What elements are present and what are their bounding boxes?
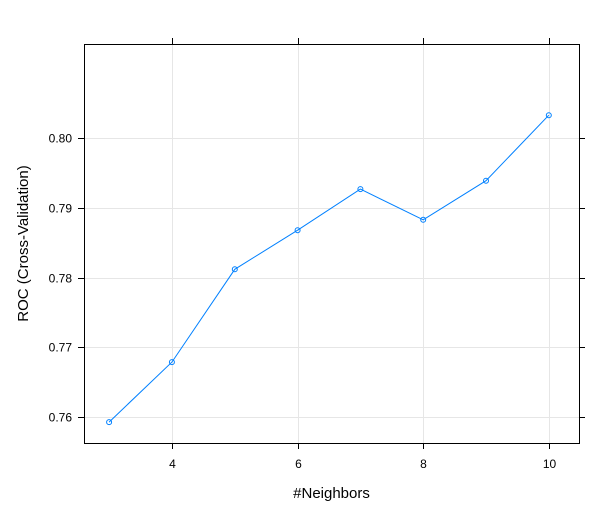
x-tick-label: 4 [169, 457, 176, 471]
y-tick-label: 0.76 [49, 411, 73, 425]
x-tick-label: 10 [543, 457, 557, 471]
data-point [106, 419, 113, 426]
y-tick-label: 0.77 [49, 341, 73, 355]
x-axis-label: #Neighbors [293, 485, 370, 502]
plot-frame [84, 44, 580, 444]
data-point [483, 177, 489, 184]
data-point [231, 266, 238, 273]
data-series [106, 112, 552, 426]
y-tick-label: 0.79 [49, 202, 73, 216]
data-point [420, 216, 427, 223]
x-tick-label: 8 [420, 457, 427, 471]
series-line [108, 114, 550, 423]
data-point [294, 227, 301, 234]
x-tick-label: 6 [295, 457, 302, 471]
data-point [357, 186, 364, 193]
y-axis-label: ROC (Cross-Validation) [15, 165, 32, 321]
data-point [545, 112, 552, 119]
y-tick-label: 0.80 [49, 132, 73, 146]
data-point [168, 359, 175, 366]
y-tick-label: 0.78 [49, 272, 73, 286]
axis-ticks: 4 6 8 10 0.76 0.77 0.78 0.79 0.80 [49, 38, 585, 471]
grid [84, 44, 579, 443]
